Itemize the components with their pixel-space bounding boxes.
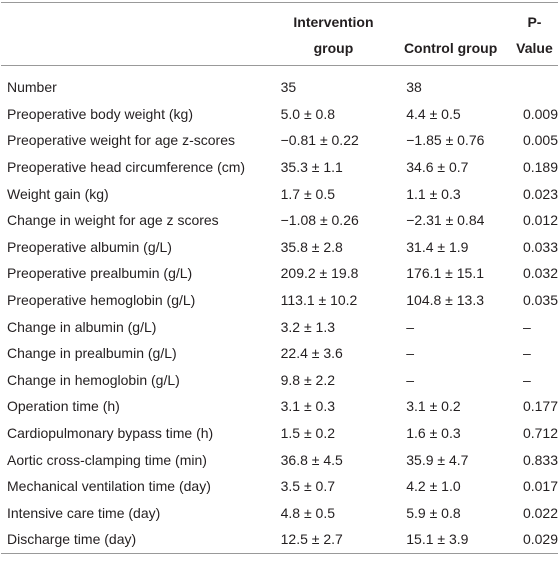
table-row: Preoperative weight for age z-scores −0.8… (1, 127, 558, 154)
cell: 22.4 ± 3.6 (280, 345, 343, 362)
cell: – (406, 371, 415, 388)
row-label: Weight gain (kg) (7, 185, 109, 202)
table-row: Preoperative prealbumin (g/L) 209.2 ± 19.… (1, 260, 558, 287)
cell: – (406, 345, 415, 362)
table-row: Change in albumin (g/L) 3.2 ± 1.3 – – (1, 313, 558, 340)
table-row: Change in hemoglobin (g/L) 9.8 ± 2.2 – – (1, 367, 558, 394)
row-label: Preoperative head circumference (cm) (7, 159, 246, 176)
table-row: Preoperative body weight (kg) 5.0 ± 0.8 4.… (1, 101, 558, 128)
cell: 0.022 (522, 504, 558, 521)
cell: −0.81 ± 0.22 (280, 132, 359, 149)
table-row: Preoperative albumin (g/L) 35.8 ± 2.8 31.4… (1, 234, 558, 261)
row-label: Preoperative prealbumin (g/L) (7, 265, 193, 282)
row-label: Preoperative hemoglobin (g/L) (7, 292, 196, 309)
table-row: Preoperative hemoglobin (g/L) 113.1 ± 10.… (1, 287, 558, 314)
row-label: Preoperative body weight (kg) (7, 105, 193, 122)
row-label: Preoperative albumin (g/L) (7, 238, 172, 255)
row-label: Number (7, 79, 57, 96)
cell: 1.1 ± 0.3 (406, 185, 461, 202)
cell: 1.7 ± 0.5 (280, 185, 336, 202)
cell: 36.8 ± 4.5 (280, 451, 343, 468)
row-label: Change in hemoglobin (g/L) (7, 371, 180, 388)
cell: 0.012 (522, 212, 558, 229)
cell: – (522, 371, 531, 388)
row-label: Change in prealbumin (g/L) (7, 345, 177, 362)
cell: −2.31 ± 0.84 (406, 212, 485, 229)
cell: 0.023 (522, 185, 558, 202)
cell: 0.033 (522, 238, 558, 255)
cell: 0.017 (522, 478, 558, 495)
cell: 4.2 ± 1.0 (406, 478, 461, 495)
row-label: Cardiopulmonary bypass time (h) (7, 425, 214, 442)
row-label: Aortic cross-clamping time (min) (7, 451, 207, 468)
cell: – (406, 318, 415, 335)
table-row: Change in prealbumin (g/L) 22.4 ± 3.6 – – (1, 340, 558, 367)
cell: 209.2 ± 19.8 (280, 265, 359, 282)
table-row: Intensive care time (day) 4.8 ± 0.5 5.9 ± … (1, 500, 558, 527)
cell: 113.1 ± 10.2 (280, 292, 358, 309)
row-label: Intensive care time (day) (7, 504, 161, 521)
table-row: Aortic cross-clamping time (min) 36.8 ± 4… (1, 446, 558, 473)
cell: 35.8 ± 2.8 (280, 238, 343, 255)
cell: 4.8 ± 0.5 (280, 504, 336, 521)
cell: 35.9 ± 4.7 (406, 451, 469, 468)
cell: 35.3 ± 1.1 (280, 159, 343, 176)
cell: 12.5 ± 2.7 (280, 531, 343, 548)
cell: −1.85 ± 0.76 (406, 132, 485, 149)
cell: 104.8 ± 13.3 (406, 292, 484, 309)
cell: 5.0 ± 0.8 (280, 105, 336, 122)
cell: – (522, 345, 531, 362)
cell: 0.189 (522, 159, 558, 176)
header-cell: Intervention group (276, 2, 391, 66)
cell: 0.833 (522, 451, 558, 468)
cell: 0.009 (522, 105, 558, 122)
cell: 0.035 (522, 292, 558, 309)
header-row: Intervention group Control group P-Value (1, 2, 558, 66)
table-header: Intervention group Control group P-Value (1, 2, 558, 66)
cell: 34.6 ± 0.7 (406, 159, 469, 176)
cell: 176.1 ± 15.1 (406, 265, 484, 282)
table-row: Cardiopulmonary bypass time (h) 1.5 ± 0.2… (1, 420, 558, 447)
cell: 5.9 ± 0.8 (406, 504, 461, 521)
cell: 9.8 ± 2.2 (280, 371, 336, 388)
cell: 3.2 ± 1.3 (280, 318, 336, 335)
table-row: Discharge time (day) 12.5 ± 2.7 15.1 ± 3.9… (1, 526, 558, 553)
table-body: Number 35 38 Preoperative body weight (kg) 5… (1, 66, 558, 554)
header-cell (1, 2, 277, 66)
cell: 38 (406, 79, 422, 96)
data-table: Intervention group Control group P-Value… (1, 2, 558, 554)
cell: 3.5 ± 0.7 (280, 478, 336, 495)
cell: 0.177 (522, 398, 558, 415)
table-row: Operation time (h) 3.1 ± 0.3 3.1 ± 0.2 0.17… (1, 393, 558, 420)
cell (511, 66, 558, 101)
cell: 31.4 ± 1.9 (406, 238, 469, 255)
row-label: Mechanical ventilation time (day) (7, 478, 211, 495)
cell: 1.6 ± 0.3 (406, 425, 461, 442)
cell: 0.005 (522, 132, 558, 149)
row-label: Operation time (h) (7, 398, 120, 415)
cell: 0.029 (522, 531, 558, 548)
row-label: Discharge time (day) (7, 531, 137, 548)
cell: 0.032 (522, 265, 558, 282)
table-row: Number 35 38 (1, 66, 558, 101)
header-cell: Control group (390, 2, 511, 66)
table-row: Mechanical ventilation time (day) 3.5 ± 0… (1, 473, 558, 500)
cell: 15.1 ± 3.9 (406, 531, 469, 548)
table-row: Preoperative head circumference (cm) 35.3… (1, 154, 558, 181)
cell: 1.5 ± 0.2 (280, 425, 336, 442)
row-label: Preoperative weight for age z-scores (7, 132, 235, 149)
row-label: Change in albumin (g/L) (7, 318, 157, 335)
cell: 35 (280, 79, 297, 96)
cell: 3.1 ± 0.3 (280, 398, 336, 415)
cell: 4.4 ± 0.5 (406, 105, 461, 122)
table-row: Weight gain (kg) 1.7 ± 0.5 1.1 ± 0.3 0.023 (1, 180, 558, 207)
header-cell: P-Value (510, 2, 558, 66)
cell: −1.08 ± 0.26 (280, 212, 359, 229)
cell: – (522, 318, 531, 335)
row-label: Change in weight for age z scores (7, 212, 219, 229)
table-row: Change in weight for age z scores −1.08 ±… (1, 207, 558, 234)
cell: 3.1 ± 0.2 (406, 398, 461, 415)
cell: 0.712 (522, 425, 558, 442)
